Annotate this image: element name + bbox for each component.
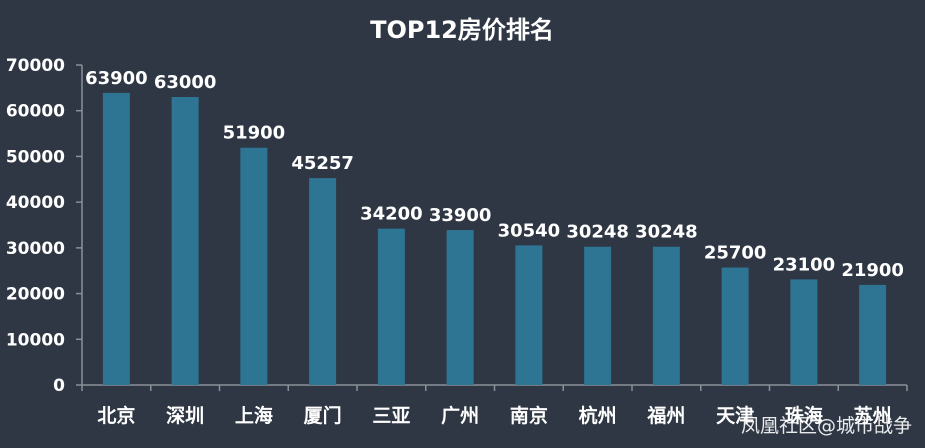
data-label: 30248 [566,222,629,243]
x-tick-label: 三亚 [372,405,410,427]
y-tick-label: 70000 [6,56,65,76]
data-label: 23100 [773,254,836,275]
data-label: 21900 [841,260,904,281]
x-tick-label: 广州 [441,404,479,427]
x-tick-label: 深圳 [166,404,204,427]
data-label: 63000 [154,72,217,93]
data-label: 34200 [360,204,423,225]
y-tick-label: 60000 [6,102,65,122]
data-label: 25700 [704,243,767,264]
bar [171,97,199,385]
x-tick-label: 苏州 [854,404,892,427]
data-label: 63900 [85,68,148,89]
x-tick-label: 珠海 [785,404,823,427]
bars [102,92,887,385]
chart-title: TOP12房价排名 [370,16,554,44]
x-tick-label: 南京 [510,404,548,427]
bar [584,246,612,385]
x-tick-label: 福州 [646,404,685,427]
x-tick-label: 天津 [716,404,754,427]
x-tick-label: 北京 [97,404,135,427]
y-tick-label: 50000 [6,147,65,167]
y-tick-label: 30000 [6,239,65,259]
bar [377,228,405,385]
bar [790,279,818,385]
bar [240,147,268,385]
x-tick-label: 厦门 [304,404,342,427]
axes [76,64,908,391]
data-label: 51900 [223,123,286,144]
y-tick-label: 0 [53,376,65,396]
bar [859,284,887,385]
x-tick-labels: 北京 深圳 上海 厦门 三亚 广州 南京 杭州 福州 天津 珠海 苏州 [97,404,891,427]
data-label: 30248 [635,222,698,243]
data-label: 33900 [429,205,492,226]
bar [309,178,337,385]
bar [721,267,749,385]
data-label: 30540 [498,220,561,241]
x-tick-label: 杭州 [579,404,617,427]
watermark: 凤凰社区@城市战争 [741,415,912,437]
bar [102,92,130,385]
bar [652,246,680,385]
y-tick-label: 40000 [6,193,65,213]
data-label: 45257 [291,153,354,174]
bar [446,230,474,385]
y-tick-labels: 0 10000 20000 30000 40000 50000 60000 70000 [6,56,65,396]
y-tick-label: 20000 [6,285,65,305]
bar [515,245,543,385]
y-tick-label: 10000 [6,330,65,350]
x-tick-label: 上海 [235,404,273,427]
